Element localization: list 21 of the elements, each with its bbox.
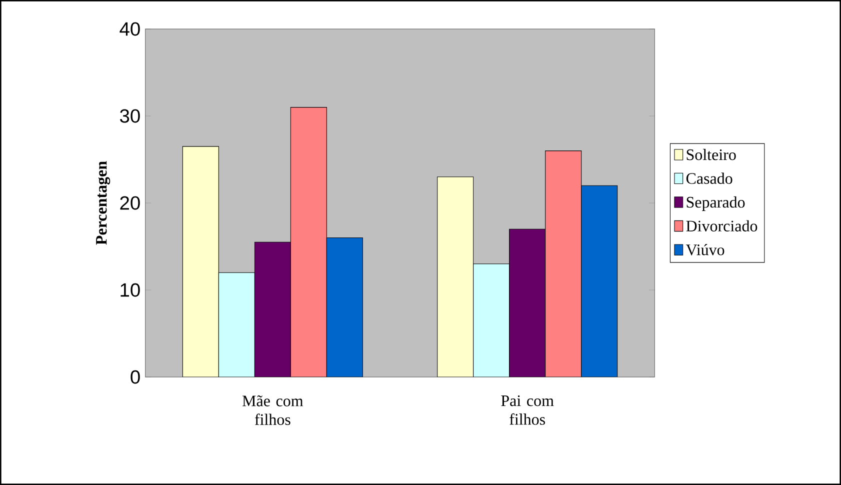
x-tick-label: Pai com filhos	[501, 395, 554, 425]
legend-label: Viúvo	[686, 244, 724, 256]
x-tick-label: Mãe com filhos	[242, 395, 304, 425]
y-tick-label: 30	[120, 109, 140, 123]
bar	[581, 185, 618, 377]
y-tick-label: 40	[120, 22, 140, 36]
legend-label: Casado	[686, 172, 732, 184]
bar	[473, 264, 510, 377]
legend-label: Divorciado	[686, 220, 758, 232]
legend-label: Separado	[686, 196, 745, 211]
bar	[326, 238, 363, 377]
y-tick-label: 0	[130, 370, 140, 384]
bar	[290, 107, 327, 377]
y-tick-label: 10	[120, 283, 140, 297]
bar	[509, 228, 546, 377]
legend-label: Solteiro	[686, 148, 736, 160]
bar	[218, 272, 255, 377]
bar	[254, 242, 291, 377]
y-axis-title: Percentagen	[96, 161, 110, 245]
bar	[545, 150, 582, 377]
y-tick-label: 20	[120, 196, 140, 210]
